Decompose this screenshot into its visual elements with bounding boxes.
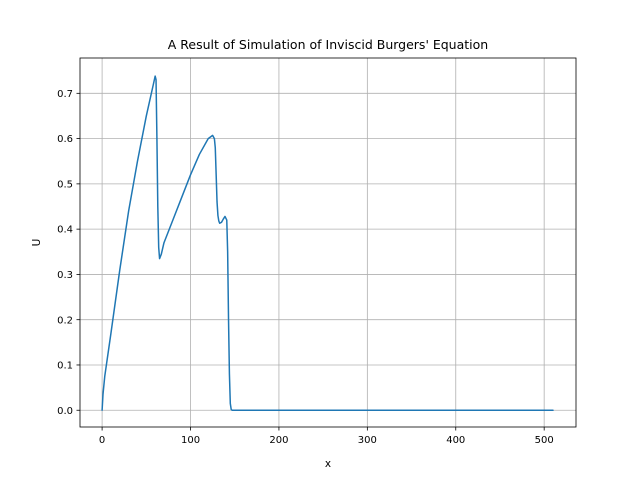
x-tick-label: 0 — [99, 435, 105, 446]
x-tick-label: 400 — [446, 435, 465, 446]
y-tick-label: 0.7 — [57, 89, 73, 100]
series-line-0 — [101, 75, 554, 411]
y-tick-label: 0.1 — [57, 361, 73, 372]
grid — [80, 58, 576, 427]
y-axis: 0.0 0.1 0.2 0.3 0.4 0.5 0.6 0.7 — [57, 89, 80, 417]
x-tick-label: 200 — [269, 435, 288, 446]
y-tick-label: 0.4 — [57, 225, 73, 236]
y-axis-label: U — [31, 239, 43, 247]
x-tick-label: 100 — [181, 435, 200, 446]
x-axis: 0 100 200 300 400 500 — [99, 427, 554, 446]
plot-frame — [79, 57, 577, 428]
y-tick-label: 0.3 — [57, 270, 73, 281]
y-tick-label: 0.5 — [57, 179, 73, 190]
y-tick-label: 0.6 — [57, 134, 73, 145]
chart-title: A Result of Simulation of Inviscid Burge… — [168, 37, 488, 52]
x-tick-label: 300 — [358, 435, 377, 446]
x-tick-label: 500 — [535, 435, 554, 446]
series-layer — [101, 75, 554, 411]
y-tick-label: 0.2 — [57, 315, 73, 326]
x-axis-label: x — [325, 458, 331, 470]
plot-area — [80, 58, 576, 427]
y-tick-label: 0.0 — [57, 406, 73, 417]
